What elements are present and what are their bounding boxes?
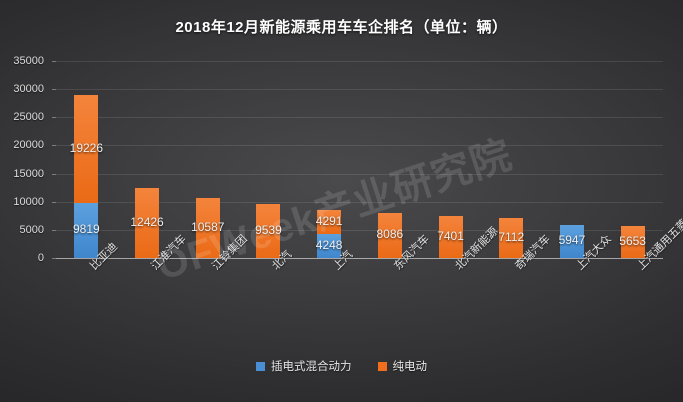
- bar-value-label: 10587: [191, 220, 225, 235]
- gridline: [56, 229, 663, 231]
- bar-group[interactable]: 8086: [376, 212, 404, 258]
- bar-group[interactable]: 7401: [437, 216, 464, 258]
- bar-value-label: 9819: [72, 222, 100, 237]
- bar-value-label: 12426: [130, 215, 164, 230]
- legend-label: 纯电动: [392, 361, 428, 373]
- plot-area: 9819 19226 12426 10587 9539 4248 4291 8086 7401 7…: [52, 61, 663, 259]
- y-axis-labels: 35000 30000 25000 20000 15000 10000 5000 0: [0, 55, 50, 264]
- axis-baseline: [56, 258, 663, 259]
- legend-item-bev[interactable]: 纯电动: [377, 358, 428, 374]
- gridline: [56, 145, 663, 147]
- y-axis-tick-mark: [52, 201, 56, 203]
- bar-value-label: 5947: [558, 233, 586, 248]
- bar-value-label: 7112: [498, 229, 525, 244]
- y-axis-tick-label: 20000: [13, 139, 44, 152]
- bar-value-label: 4248: [315, 238, 343, 253]
- y-axis-tick-mark: [52, 89, 56, 91]
- bar-segment-bev[interactable]: 9539: [255, 204, 282, 258]
- bar-group[interactable]: 4248 4291: [315, 209, 343, 258]
- bar-segment-bev[interactable]: 4291: [315, 209, 343, 235]
- legend-swatch-icon: [377, 361, 387, 371]
- bar-value-label: 4291: [315, 214, 343, 229]
- bar-group[interactable]: 12426: [130, 188, 164, 258]
- gridline: [56, 61, 663, 62]
- bar-group[interactable]: 9819 19226: [70, 94, 103, 258]
- bar-segment-bev[interactable]: 19226: [70, 94, 103, 203]
- legend-swatch-icon: [256, 361, 265, 371]
- bar-group[interactable]: 10587: [191, 198, 224, 258]
- gridline: [56, 89, 663, 91]
- y-axis-tick-mark: [52, 117, 56, 119]
- x-axis-labels: 比亚迪 江淮汽车 江铃集团 北汽 上汽 东风汽车 北汽新能源 奇瑞汽车 上汽大众 上汽通用五菱: [56, 217, 683, 348]
- bar-value-label: 9539: [255, 223, 282, 238]
- bar-segment-bev[interactable]: 8086: [376, 212, 404, 258]
- bar-value-label: 8086: [376, 227, 404, 242]
- y-axis-tick-label: 0: [37, 252, 44, 264]
- bar-segment-phev[interactable]: 9819: [72, 202, 100, 258]
- y-axis-tick-mark: [52, 61, 56, 62]
- bar-value-label: 19226: [69, 140, 104, 155]
- y-axis-tick-label: 25000: [13, 111, 44, 124]
- gridline: [56, 201, 663, 203]
- bar-segment-bev[interactable]: 7401: [437, 216, 464, 258]
- bar-segment-bev[interactable]: 10587: [191, 198, 224, 258]
- y-axis-tick-label: 35000: [13, 55, 44, 67]
- legend-item-phev[interactable]: 插电式混合动力: [256, 358, 352, 374]
- gridline: [56, 117, 663, 119]
- y-axis-tick-label: 15000: [13, 167, 44, 180]
- bar-segment-bev[interactable]: 12426: [130, 188, 164, 258]
- chart-title: 2018年12月新能源乘用车车企排名（单位：辆）: [175, 19, 508, 36]
- bar-value-label: 7401: [437, 229, 464, 244]
- bar-series-container: 9819 19226 12426 10587 9539 4248 4291 8086 7401 7…: [56, 61, 663, 258]
- y-axis-tick-label: 5000: [19, 223, 44, 236]
- chart-legend: 插电式混合动力 纯电动: [0, 358, 683, 374]
- bar-group[interactable]: 9539: [255, 204, 282, 258]
- y-axis-tick-label: 30000: [13, 83, 44, 96]
- gridline: [56, 173, 663, 175]
- y-axis-tick-mark: [52, 145, 56, 147]
- y-axis-tick-mark: [52, 173, 56, 175]
- bar-value-label: 5653: [619, 234, 646, 249]
- y-axis-tick-mark: [52, 258, 56, 259]
- legend-label: 插电式混合动力: [271, 361, 352, 373]
- y-axis-tick-mark: [52, 229, 56, 231]
- y-axis-tick-label: 10000: [13, 195, 44, 208]
